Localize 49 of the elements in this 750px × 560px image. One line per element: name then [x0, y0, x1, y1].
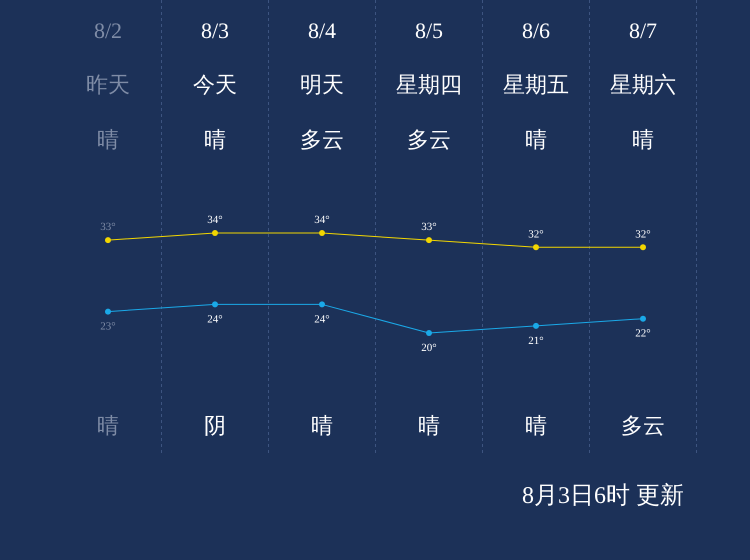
text: 星期四	[396, 72, 462, 97]
data-label: 23°	[100, 320, 116, 333]
point	[640, 316, 646, 322]
text: 阴	[204, 413, 226, 438]
point	[212, 230, 218, 236]
text: 晴	[97, 413, 119, 438]
x-tick-label: 8/7	[628, 18, 658, 43]
data-label: 34°	[314, 214, 330, 226]
x-tick-label: 8/3	[200, 18, 230, 43]
text: 晴	[311, 413, 333, 438]
point	[533, 322, 539, 329]
data-label: 24°	[207, 313, 223, 326]
text: 多云	[300, 127, 344, 152]
data-label: 32°	[635, 228, 651, 240]
text: 今天	[193, 72, 237, 97]
point	[212, 301, 218, 308]
point	[319, 230, 325, 236]
data-label: 20°	[421, 342, 437, 354]
text: 昨天	[86, 72, 130, 97]
text: 晴	[525, 413, 547, 438]
data-label: 34°	[207, 214, 223, 226]
text: 星期六	[610, 72, 676, 97]
text: 晴	[632, 127, 654, 152]
text: 多云	[407, 127, 451, 152]
text: 晴	[97, 127, 119, 152]
text: 晴	[204, 127, 226, 152]
text: 8月3日6时 更新	[522, 482, 684, 509]
point	[426, 237, 432, 244]
point	[533, 244, 539, 250]
data-label: 24°	[314, 313, 330, 326]
text: 晴	[418, 413, 440, 438]
point	[426, 330, 432, 336]
point	[640, 244, 646, 250]
data-label: 33°	[100, 221, 116, 234]
point	[319, 301, 325, 308]
data-label: 32°	[528, 228, 544, 240]
x-tick-label: 8/4	[308, 18, 336, 43]
data-label: 22°	[635, 328, 651, 340]
text: 晴	[525, 127, 547, 152]
text: 星期五	[503, 72, 569, 97]
x-tick-label: 8/5	[414, 18, 444, 43]
data-label: 21°	[528, 334, 544, 347]
point	[105, 237, 111, 244]
text: 多云	[621, 413, 665, 438]
x-tick-label: 8/2	[94, 18, 122, 43]
point	[105, 308, 111, 315]
x-tick-label: 8/6	[522, 18, 550, 43]
data-label: 33°	[421, 221, 437, 234]
text: 明天	[300, 72, 344, 97]
